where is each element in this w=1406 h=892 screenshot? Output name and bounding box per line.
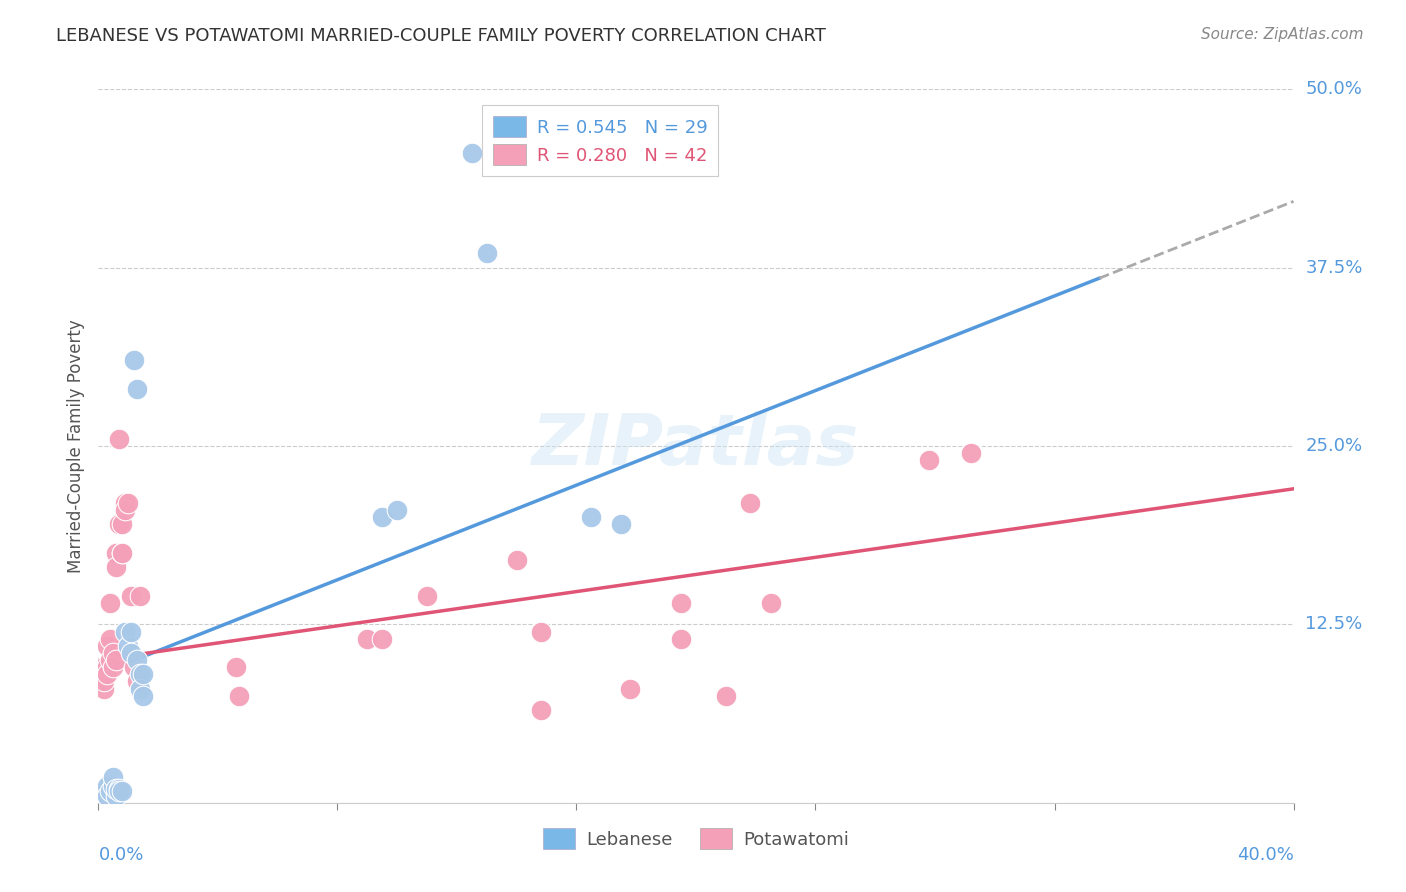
Point xyxy=(371,510,394,524)
Point xyxy=(103,646,125,660)
Point xyxy=(111,546,134,560)
Text: 37.5%: 37.5% xyxy=(1305,259,1362,277)
Point xyxy=(129,589,152,603)
Point xyxy=(129,681,152,696)
Point xyxy=(98,653,122,667)
Point xyxy=(127,674,149,689)
Point xyxy=(105,653,128,667)
Point xyxy=(669,632,692,646)
Point xyxy=(124,660,146,674)
Point xyxy=(96,789,118,803)
Point xyxy=(127,653,149,667)
Point xyxy=(108,784,131,798)
Text: ZIPatlas: ZIPatlas xyxy=(533,411,859,481)
Text: 12.5%: 12.5% xyxy=(1305,615,1362,633)
Point xyxy=(98,632,122,646)
Point xyxy=(103,660,125,674)
Point xyxy=(120,624,142,639)
Text: 50.0%: 50.0% xyxy=(1305,80,1362,98)
Point xyxy=(105,789,128,803)
Point xyxy=(738,496,761,510)
Point xyxy=(385,503,409,517)
Point xyxy=(132,667,155,681)
Point xyxy=(129,667,152,681)
Point xyxy=(529,624,551,639)
Point xyxy=(117,496,139,510)
Point xyxy=(96,779,118,793)
Point xyxy=(918,453,941,467)
Point xyxy=(93,681,115,696)
Point xyxy=(714,689,737,703)
Point xyxy=(416,589,439,603)
Point xyxy=(93,781,115,796)
Point xyxy=(111,546,134,560)
Point xyxy=(581,510,603,524)
Point xyxy=(610,517,633,532)
Point xyxy=(96,660,118,674)
Legend: Lebanese, Potawatomi: Lebanese, Potawatomi xyxy=(534,819,858,858)
Point xyxy=(108,432,131,446)
Point xyxy=(96,667,118,681)
Point xyxy=(619,681,641,696)
Point xyxy=(105,781,128,796)
Point xyxy=(461,146,484,161)
Point xyxy=(759,596,782,610)
Point xyxy=(117,639,139,653)
Point xyxy=(529,703,551,717)
Point xyxy=(98,596,122,610)
Text: 25.0%: 25.0% xyxy=(1305,437,1362,455)
Point xyxy=(105,546,128,560)
Point xyxy=(371,632,394,646)
Point xyxy=(103,779,125,793)
Point xyxy=(475,246,498,260)
Y-axis label: Married-Couple Family Poverty: Married-Couple Family Poverty xyxy=(66,319,84,573)
Point xyxy=(120,589,142,603)
Point xyxy=(114,503,136,517)
Point xyxy=(114,496,136,510)
Point xyxy=(93,660,115,674)
Point xyxy=(225,660,247,674)
Point xyxy=(93,674,115,689)
Point xyxy=(960,446,983,460)
Text: 0.0%: 0.0% xyxy=(98,846,143,863)
Text: 40.0%: 40.0% xyxy=(1237,846,1294,863)
Point xyxy=(96,639,118,653)
Point xyxy=(108,781,131,796)
Point xyxy=(108,517,131,532)
Point xyxy=(105,560,128,574)
Point xyxy=(114,624,136,639)
Point xyxy=(120,646,142,660)
Point xyxy=(132,689,155,703)
Point xyxy=(356,632,378,646)
Point xyxy=(124,353,146,368)
Text: LEBANESE VS POTAWATOMI MARRIED-COUPLE FAMILY POVERTY CORRELATION CHART: LEBANESE VS POTAWATOMI MARRIED-COUPLE FA… xyxy=(56,27,827,45)
Text: Source: ZipAtlas.com: Source: ZipAtlas.com xyxy=(1201,27,1364,42)
Point xyxy=(127,382,149,396)
Point xyxy=(228,689,250,703)
Point xyxy=(669,596,692,610)
Point xyxy=(111,517,134,532)
Point xyxy=(111,784,134,798)
Point xyxy=(103,770,125,784)
Point xyxy=(93,784,115,798)
Point xyxy=(98,784,122,798)
Point xyxy=(506,553,529,567)
